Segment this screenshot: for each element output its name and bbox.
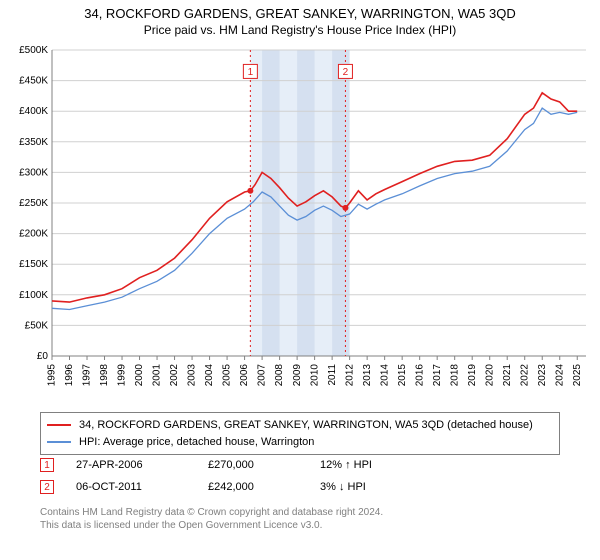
chart-svg: £0 £50K £100K £150K £200K £250K £300K £350K £400…: [6, 44, 594, 404]
svg-text:£0: £0: [37, 351, 49, 362]
transaction-row: 1 27-APR-2006 £270,000 12% ↑ HPI: [40, 454, 560, 476]
svg-text:2006: 2006: [239, 364, 250, 387]
legend-item: 34, ROCKFORD GARDENS, GREAT SANKEY, WARR…: [47, 417, 553, 434]
svg-text:1: 1: [248, 67, 254, 78]
svg-text:2019: 2019: [467, 364, 478, 387]
title-line2: Price paid vs. HM Land Registry's House …: [0, 23, 600, 37]
chart-area: £0 £50K £100K £150K £200K £250K £300K £350K £400…: [6, 44, 594, 404]
legend: 34, ROCKFORD GARDENS, GREAT SANKEY, WARR…: [40, 412, 560, 455]
legend-swatch: [47, 424, 71, 426]
svg-text:2000: 2000: [134, 364, 145, 387]
footer-line2: This data is licensed under the Open Gov…: [40, 519, 383, 532]
transaction-diff: 12% ↑ HPI: [320, 459, 410, 471]
title-block: 34, ROCKFORD GARDENS, GREAT SANKEY, WARR…: [0, 0, 600, 37]
transaction-date: 06-OCT-2011: [76, 481, 186, 493]
svg-text:2016: 2016: [414, 364, 425, 387]
svg-text:2020: 2020: [484, 364, 495, 387]
svg-text:2008: 2008: [274, 364, 285, 387]
svg-text:2022: 2022: [519, 364, 530, 387]
svg-text:2009: 2009: [292, 364, 303, 387]
svg-text:2003: 2003: [187, 364, 198, 387]
transaction-badge: 2: [40, 480, 54, 494]
svg-text:2012: 2012: [344, 364, 355, 387]
svg-text:£400K: £400K: [19, 106, 48, 117]
svg-text:2025: 2025: [572, 364, 583, 387]
svg-text:2024: 2024: [554, 364, 565, 387]
svg-text:1999: 1999: [117, 364, 128, 387]
svg-text:£200K: £200K: [19, 229, 48, 240]
svg-text:2011: 2011: [327, 364, 338, 386]
transaction-date: 27-APR-2006: [76, 459, 186, 471]
svg-text:£250K: £250K: [19, 198, 48, 209]
legend-swatch: [47, 441, 71, 443]
svg-text:2005: 2005: [222, 364, 233, 387]
svg-text:1995: 1995: [47, 364, 58, 387]
svg-text:2017: 2017: [432, 364, 443, 387]
svg-text:2015: 2015: [397, 364, 408, 387]
svg-text:2010: 2010: [309, 364, 320, 387]
svg-text:2007: 2007: [257, 364, 268, 387]
transaction-price: £242,000: [208, 481, 298, 493]
legend-item: HPI: Average price, detached house, Warr…: [47, 434, 553, 451]
svg-text:£350K: £350K: [19, 137, 48, 148]
svg-text:2014: 2014: [379, 364, 390, 387]
svg-text:2021: 2021: [502, 364, 513, 387]
svg-text:£150K: £150K: [19, 259, 48, 270]
svg-text:1996: 1996: [64, 364, 75, 387]
svg-text:1998: 1998: [99, 364, 110, 387]
svg-text:2002: 2002: [169, 364, 180, 387]
svg-text:2023: 2023: [537, 364, 548, 387]
svg-text:2: 2: [343, 67, 349, 78]
footer: Contains HM Land Registry data © Crown c…: [40, 506, 383, 532]
svg-text:£50K: £50K: [25, 320, 49, 331]
transaction-diff: 3% ↓ HPI: [320, 481, 410, 493]
legend-label: 34, ROCKFORD GARDENS, GREAT SANKEY, WARR…: [79, 417, 533, 434]
svg-text:2013: 2013: [362, 364, 373, 387]
footer-line1: Contains HM Land Registry data © Crown c…: [40, 506, 383, 519]
svg-text:1997: 1997: [82, 364, 93, 387]
svg-text:2018: 2018: [449, 364, 460, 387]
svg-text:£450K: £450K: [19, 76, 48, 87]
transactions-table: 1 27-APR-2006 £270,000 12% ↑ HPI 2 06-OCT-201…: [40, 454, 560, 498]
svg-text:2001: 2001: [152, 364, 163, 387]
transaction-row: 2 06-OCT-2011 £242,000 3% ↓ HPI: [40, 476, 560, 498]
svg-text:£500K: £500K: [19, 45, 48, 56]
svg-text:2004: 2004: [204, 364, 215, 387]
transaction-badge: 1: [40, 458, 54, 472]
legend-label: HPI: Average price, detached house, Warr…: [79, 434, 314, 451]
svg-text:£100K: £100K: [19, 290, 48, 301]
chart-container: 34, ROCKFORD GARDENS, GREAT SANKEY, WARR…: [0, 0, 600, 560]
transaction-price: £270,000: [208, 459, 298, 471]
svg-text:£300K: £300K: [19, 167, 48, 178]
title-line1: 34, ROCKFORD GARDENS, GREAT SANKEY, WARR…: [0, 6, 600, 21]
